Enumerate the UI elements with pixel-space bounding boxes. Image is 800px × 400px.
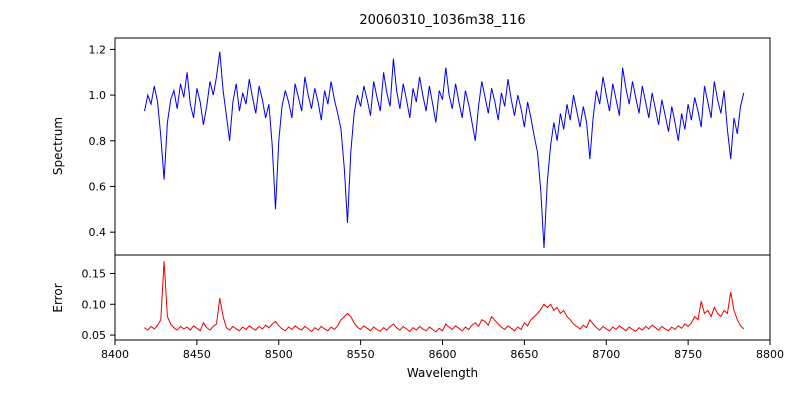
spectrum-y-tick-label: 0.4 [89,226,107,239]
x-tick-label: 8800 [756,348,784,361]
x-axis-label: Wavelength [406,366,479,380]
x-tick-label: 8600 [429,348,457,361]
error-y-tick-label: 0.05 [82,329,107,342]
x-tick-label: 8450 [183,348,211,361]
spectrum-panel-border [114,37,771,256]
chart-title: 20060310_1036m38_116 [359,13,526,28]
spectrum-y-tick-label: 0.8 [89,135,107,148]
x-tick-label: 8550 [347,348,375,361]
spectrum-y-tick-label: 1.2 [89,43,107,56]
x-tick-label: 8500 [265,348,293,361]
error-y-tick-label: 0.15 [82,267,107,280]
x-tick-label: 8750 [674,348,702,361]
error-line [144,261,745,333]
x-tick-label: 8650 [510,348,538,361]
x-tick-label: 8700 [592,348,620,361]
spectrum-y-tick-label: 1.0 [89,89,107,102]
spectrum-line [144,51,745,249]
error-y-tick-label: 0.10 [82,298,107,311]
x-tick-label: 8400 [101,348,129,361]
spectrum-y-tick-label: 0.6 [89,180,107,193]
